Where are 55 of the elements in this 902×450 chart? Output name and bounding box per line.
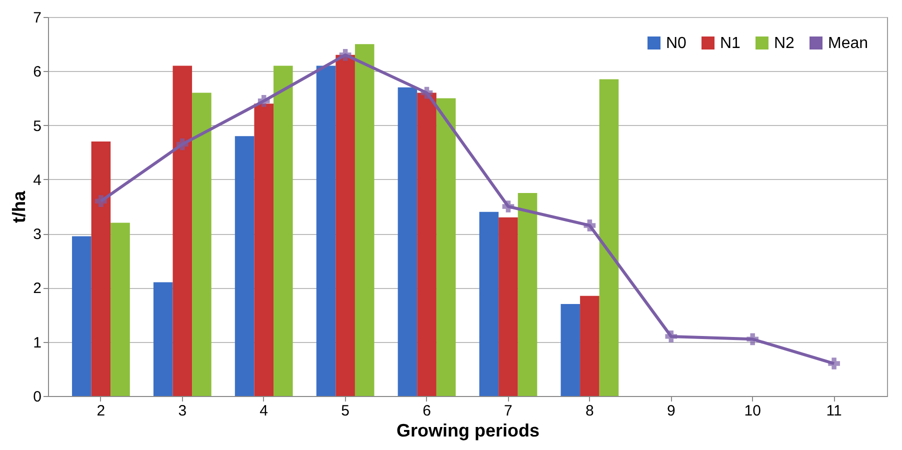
bar (580, 296, 600, 396)
bar (91, 142, 111, 396)
x-tick-label: 2 (96, 402, 106, 420)
x-tick-label: 9 (666, 402, 676, 420)
point (176, 138, 188, 150)
y-tick-label: 5 (33, 118, 42, 135)
bar (234, 136, 254, 396)
point (95, 195, 107, 207)
bar (354, 44, 374, 396)
x-tick-label: 11 (826, 402, 842, 420)
y-tick-label: 7 (33, 10, 42, 26)
x-tick-label: 4 (260, 402, 268, 420)
y-axis-title: t/ha (9, 190, 30, 224)
point (502, 200, 514, 212)
bar (316, 66, 336, 396)
bar (192, 92, 212, 396)
x-tick-label: 7 (504, 402, 512, 420)
bar (417, 92, 436, 396)
bar (172, 66, 192, 396)
point (665, 330, 678, 342)
point (746, 333, 759, 346)
legend-label: N2 (774, 35, 795, 52)
bar (110, 222, 130, 396)
bar (336, 54, 355, 396)
legend-label: N0 (666, 35, 687, 52)
bar (254, 104, 274, 396)
y-tick-label: 4 (33, 172, 42, 189)
y-tick-label: 0 (33, 388, 42, 406)
y-tick-label: 2 (33, 280, 42, 298)
legend-label: N1 (720, 35, 741, 52)
point (584, 220, 596, 232)
bar (560, 304, 580, 396)
bar (479, 212, 499, 396)
y-tick-label: 1 (33, 334, 42, 352)
y-tick-label: 6 (33, 64, 42, 81)
bar (599, 79, 619, 396)
bar (274, 66, 293, 396)
x-tick-label: 5 (341, 402, 350, 420)
x-tick-label: 10 (744, 402, 761, 420)
point (420, 86, 433, 99)
x-axis-title: Growing periods (396, 420, 540, 440)
point (258, 95, 270, 107)
bar (72, 236, 92, 396)
bar (398, 87, 418, 396)
bar (518, 192, 538, 396)
point (339, 48, 352, 61)
bar (498, 217, 518, 396)
point (828, 358, 840, 370)
bar (436, 98, 456, 396)
y-tick-label: 3 (33, 226, 42, 244)
legend-label: Mean (828, 35, 868, 52)
x-tick-label: 3 (178, 402, 187, 420)
x-tick-label: 6 (422, 402, 431, 420)
bar (153, 282, 173, 396)
x-tick-label: 8 (586, 402, 594, 420)
